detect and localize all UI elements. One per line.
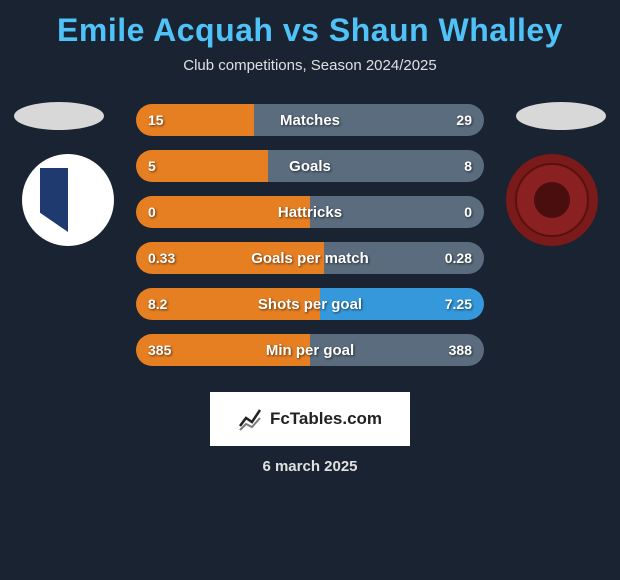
- page-title: Emile Acquah vs Shaun Whalley: [0, 0, 620, 49]
- player-left-ellipse: [14, 102, 104, 130]
- stat-row: Matches15 29: [136, 104, 484, 136]
- stat-value-left: 5: [136, 150, 168, 182]
- stat-row: Goals5 8: [136, 150, 484, 182]
- stat-row: Goals per match0.330.28: [136, 242, 484, 274]
- crest-dot: [534, 182, 570, 218]
- stat-value-left: 0.33: [136, 242, 187, 274]
- stat-label: Goals: [136, 150, 484, 182]
- stat-value-right: 8: [452, 150, 484, 182]
- stat-value-right: 0: [452, 196, 484, 228]
- date-label: 6 march 2025: [0, 458, 620, 475]
- stat-label: Min per goal: [136, 334, 484, 366]
- stat-value-right: 29: [444, 104, 484, 136]
- stat-value-left: 385: [136, 334, 183, 366]
- stat-value-right: 0.28: [433, 242, 484, 274]
- stat-row: Min per goal385 388: [136, 334, 484, 366]
- stat-value-right: 7.25: [433, 288, 484, 320]
- brand-logo: FcTables.com: [210, 392, 410, 446]
- stat-label: Hattricks: [136, 196, 484, 228]
- player-right-crest: [506, 154, 598, 246]
- chart-icon: [238, 406, 264, 432]
- shield-icon: [40, 168, 96, 232]
- stat-row: Shots per goal8.27.25: [136, 288, 484, 320]
- stat-value-left: 8.2: [136, 288, 179, 320]
- stat-value-left: 15: [136, 104, 176, 136]
- stat-value-left: 0: [136, 196, 168, 228]
- player-left-crest: [22, 154, 114, 246]
- player-right-ellipse: [516, 102, 606, 130]
- subtitle: Club competitions, Season 2024/2025: [0, 57, 620, 74]
- stat-bars: Matches1529Goals58Hattricks00Goals per m…: [136, 104, 484, 380]
- comparison-panel: Matches1529Goals58Hattricks00Goals per m…: [0, 98, 620, 398]
- crest-inner: [515, 163, 589, 237]
- stat-value-right: 388: [437, 334, 484, 366]
- stat-row: Hattricks0 0: [136, 196, 484, 228]
- brand-text: FcTables.com: [270, 409, 382, 429]
- stat-label: Matches: [136, 104, 484, 136]
